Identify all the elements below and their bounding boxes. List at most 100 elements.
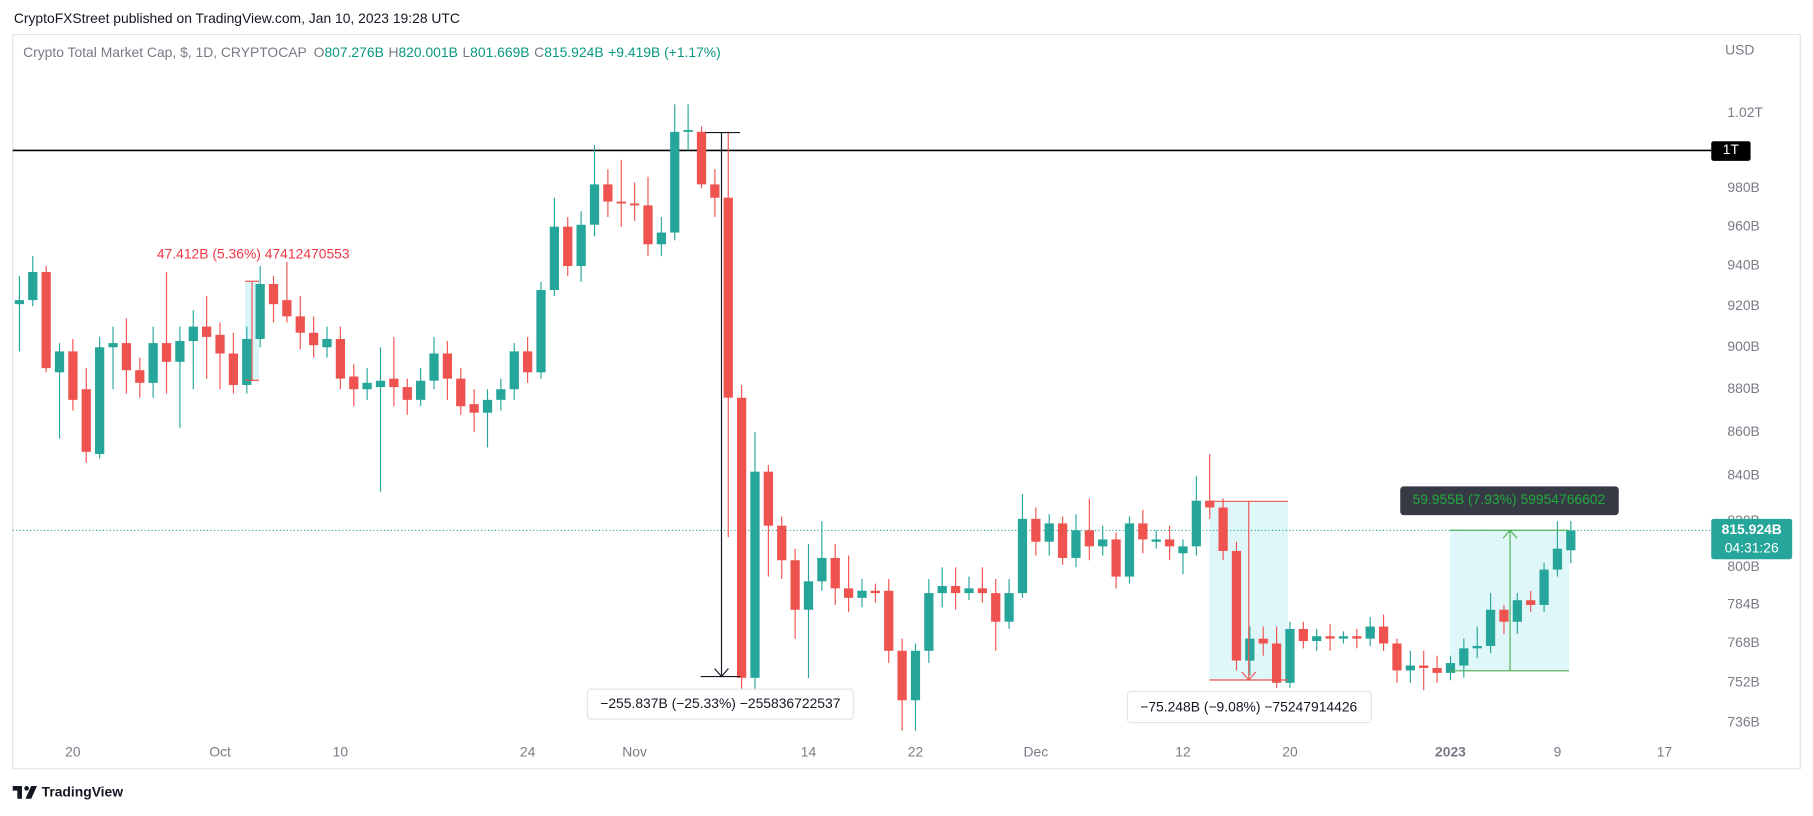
candle-body [629, 203, 640, 206]
x-tick-label: 2023 [1435, 743, 1466, 759]
candle-body [549, 226, 560, 291]
candle-body [603, 184, 613, 202]
candle-body [108, 343, 118, 348]
candle-body [830, 557, 840, 589]
legend-key: H [388, 44, 398, 60]
x-tick-label: 10 [333, 743, 349, 759]
candle-body [309, 332, 319, 346]
candle-body [322, 338, 332, 348]
candle-body [509, 351, 519, 390]
measure-label: 47.412B (5.36%) 47412470553 [157, 245, 350, 261]
footer-brand: TradingView [42, 784, 124, 800]
candle-body [656, 232, 666, 245]
candle-body [429, 353, 439, 381]
candle-body [202, 326, 212, 337]
y-tick-label: 736B [1727, 714, 1759, 730]
y-tick-label: 940B [1727, 257, 1759, 273]
candle-body [576, 224, 586, 267]
candle-body [1566, 530, 1576, 551]
x-tick-label: 9 [1554, 743, 1562, 759]
y-tick-label: 1.02T [1727, 104, 1763, 120]
candle-body [1164, 539, 1175, 547]
candle-body [643, 205, 653, 245]
candle-body [710, 184, 720, 198]
candle-body [349, 376, 359, 390]
candle-body [188, 326, 198, 342]
legend-value: 820.001B [398, 44, 457, 60]
countdown: 04:31:26 [1725, 540, 1779, 556]
candle-body [1485, 609, 1496, 646]
candle-body [1298, 628, 1308, 642]
x-tick-label: 14 [801, 743, 817, 759]
candle-body [161, 343, 172, 362]
candle-body [469, 404, 479, 413]
candle-body [389, 378, 399, 388]
candle-body [121, 343, 132, 371]
price-tag-box [1711, 518, 1793, 560]
candle-body [1552, 548, 1563, 570]
candle-body [1378, 626, 1389, 644]
candle-body [1499, 609, 1509, 622]
candle-body [1271, 643, 1282, 683]
y-tick-label: 784B [1727, 596, 1759, 612]
legend-key: O [314, 44, 325, 60]
x-tick-label: Dec [1024, 743, 1049, 759]
measure-arrow [714, 668, 729, 678]
legend-change: +9.419B (+1.17%) [608, 44, 721, 60]
candle-body [1285, 628, 1295, 683]
footer-logo [12, 786, 37, 799]
measure-label-box [1126, 690, 1372, 724]
y-tick-label: 920B [1727, 297, 1759, 313]
x-tick-label: 17 [1657, 743, 1672, 759]
candle-body [536, 290, 546, 373]
candle-body [870, 590, 880, 594]
candle-body [750, 471, 760, 678]
candle-body [523, 351, 533, 373]
candle-body [1138, 523, 1148, 540]
measure-label: 59.955B (7.93%) 59954766602 [1413, 491, 1606, 507]
candle-body [857, 590, 867, 598]
y-tick-label: 840B [1727, 467, 1759, 483]
candle-body [897, 650, 907, 701]
candle-body [1031, 518, 1041, 542]
x-tick-label: Oct [209, 743, 231, 759]
candle-body [242, 338, 252, 385]
legend-key: L [462, 44, 470, 60]
candle-body [843, 588, 854, 598]
price-tag: 815.924B [1722, 521, 1782, 537]
measure-label: −75.248B (−9.08%) −75247914426 [1140, 698, 1357, 714]
candle-body [41, 271, 51, 369]
candle-body [215, 334, 225, 354]
y-tick-label: 860B [1727, 423, 1759, 439]
hline-tag [1711, 141, 1751, 161]
candle-body [1231, 550, 1242, 661]
chart-frame [12, 34, 1801, 770]
candle-body [964, 588, 974, 594]
candle-body [135, 370, 145, 383]
candle-body [1445, 663, 1456, 673]
legend-value: 801.669B [470, 44, 529, 60]
x-tick-label: 22 [908, 743, 923, 759]
candle-body [670, 131, 680, 233]
candle-body [1111, 539, 1121, 577]
legend-value: 807.276B [324, 44, 383, 60]
measure-arrow [1502, 529, 1518, 539]
candle-body [1205, 500, 1215, 508]
candle-body [924, 593, 934, 651]
candle-body [1526, 600, 1536, 605]
candle-body [1472, 645, 1482, 649]
candle-body [910, 650, 921, 701]
x-tick-label: 12 [1175, 743, 1190, 759]
symbol-title: Crypto Total Market Cap, $, 1D, CRYPTOCA… [23, 44, 307, 60]
candle-body [268, 283, 279, 305]
candle-body [1352, 636, 1362, 639]
y-tick-label: 768B [1727, 634, 1759, 650]
logo-mark [12, 786, 22, 799]
candle-body [1044, 523, 1054, 542]
candle-body [1419, 665, 1429, 668]
candle-body [1191, 500, 1201, 547]
candle-body [14, 300, 25, 305]
candle-body [1459, 648, 1469, 666]
candle-body [456, 378, 466, 407]
currency-label: USD [1725, 41, 1754, 57]
